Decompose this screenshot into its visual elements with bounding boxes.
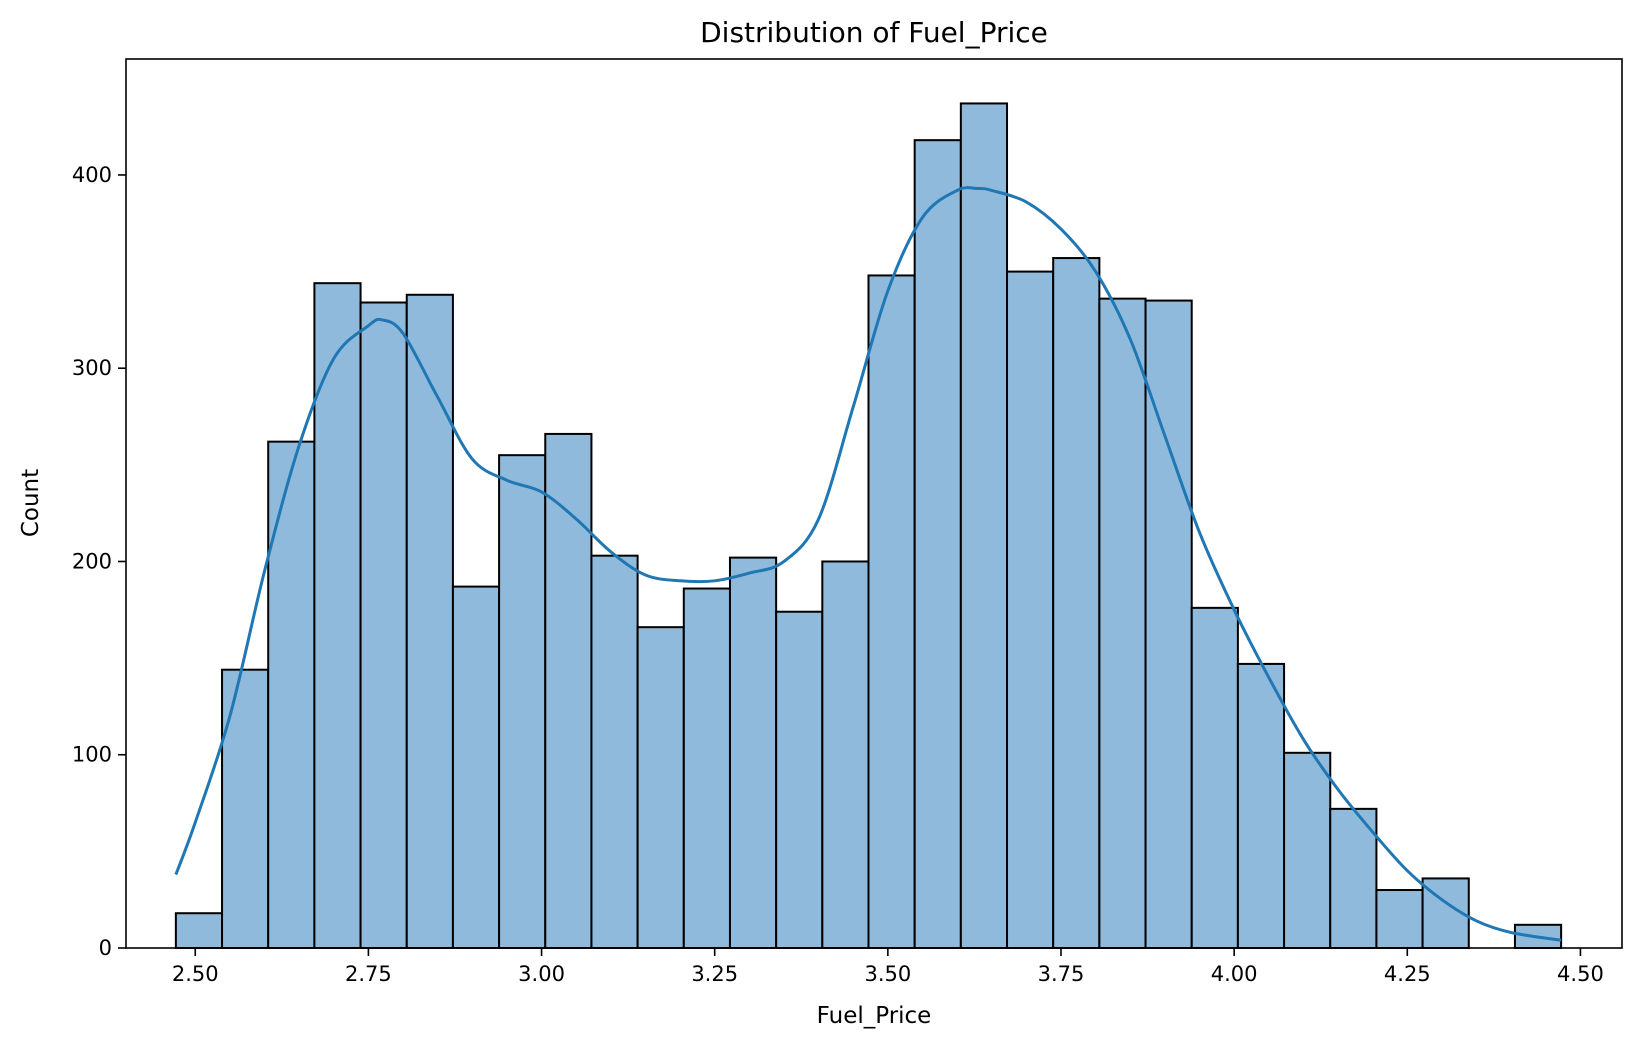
histogram-bars bbox=[174, 102, 1563, 950]
histogram-bar bbox=[728, 556, 778, 949]
histogram-bar bbox=[1236, 662, 1286, 949]
histogram-bar bbox=[867, 274, 916, 950]
x-tick-label: 3.00 bbox=[518, 962, 565, 986]
x-tick-label: 3.75 bbox=[1038, 962, 1085, 986]
histogram-bar bbox=[1190, 606, 1239, 949]
histogram-bar bbox=[544, 432, 593, 949]
histogram-bar bbox=[221, 668, 270, 949]
x-tick-label: 4.25 bbox=[1384, 962, 1431, 986]
x-tick-label: 4.00 bbox=[1211, 962, 1258, 986]
histogram-bar bbox=[1098, 297, 1147, 949]
x-tick-label: 3.25 bbox=[691, 962, 738, 986]
y-tick-label: 300 bbox=[72, 356, 112, 380]
histogram-bar bbox=[267, 440, 316, 949]
histogram-bar bbox=[959, 102, 1009, 949]
histogram-bar bbox=[913, 139, 962, 950]
histogram-bar bbox=[451, 585, 501, 949]
x-tick-label: 3.50 bbox=[864, 962, 911, 986]
histogram-bar bbox=[636, 626, 685, 949]
plot-area-frame bbox=[125, 58, 1623, 949]
y-axis-label: Count bbox=[18, 469, 44, 537]
histogram-bar bbox=[682, 587, 731, 949]
histogram-bar bbox=[498, 454, 547, 949]
histogram-bar bbox=[359, 301, 408, 950]
histogram-bar bbox=[590, 554, 639, 949]
histogram-bar bbox=[1052, 257, 1101, 949]
histogram-bar bbox=[821, 560, 870, 949]
y-tick-label: 100 bbox=[72, 743, 112, 767]
y-tick-label: 0 bbox=[99, 936, 112, 960]
y-tick-label: 400 bbox=[72, 163, 112, 187]
x-axis-ticks: 2.50 2.75 3.00 3.25 3.50 3.75 4.00 4.25 4.50 bbox=[172, 948, 1604, 986]
histogram-bar bbox=[405, 293, 454, 949]
x-tick-label: 4.50 bbox=[1557, 962, 1604, 986]
histogram-bar bbox=[1283, 751, 1332, 949]
histogram-bar bbox=[174, 912, 224, 950]
histogram-bar bbox=[1375, 889, 1424, 949]
kde-curve bbox=[174, 186, 1562, 942]
histogram-bar bbox=[775, 610, 824, 949]
histogram-bar bbox=[1329, 807, 1378, 949]
x-tick-label: 2.50 bbox=[172, 962, 219, 986]
chart-title: Distribution of Fuel_Price bbox=[700, 16, 1048, 49]
y-axis-ticks: 0 100 200 300 400 bbox=[72, 163, 126, 960]
histogram-bar bbox=[313, 282, 362, 949]
histogram-bar bbox=[1006, 270, 1055, 949]
x-axis-label: Fuel_Price bbox=[817, 1003, 932, 1029]
y-tick-label: 200 bbox=[72, 549, 112, 573]
x-tick-label: 2.75 bbox=[345, 962, 392, 986]
